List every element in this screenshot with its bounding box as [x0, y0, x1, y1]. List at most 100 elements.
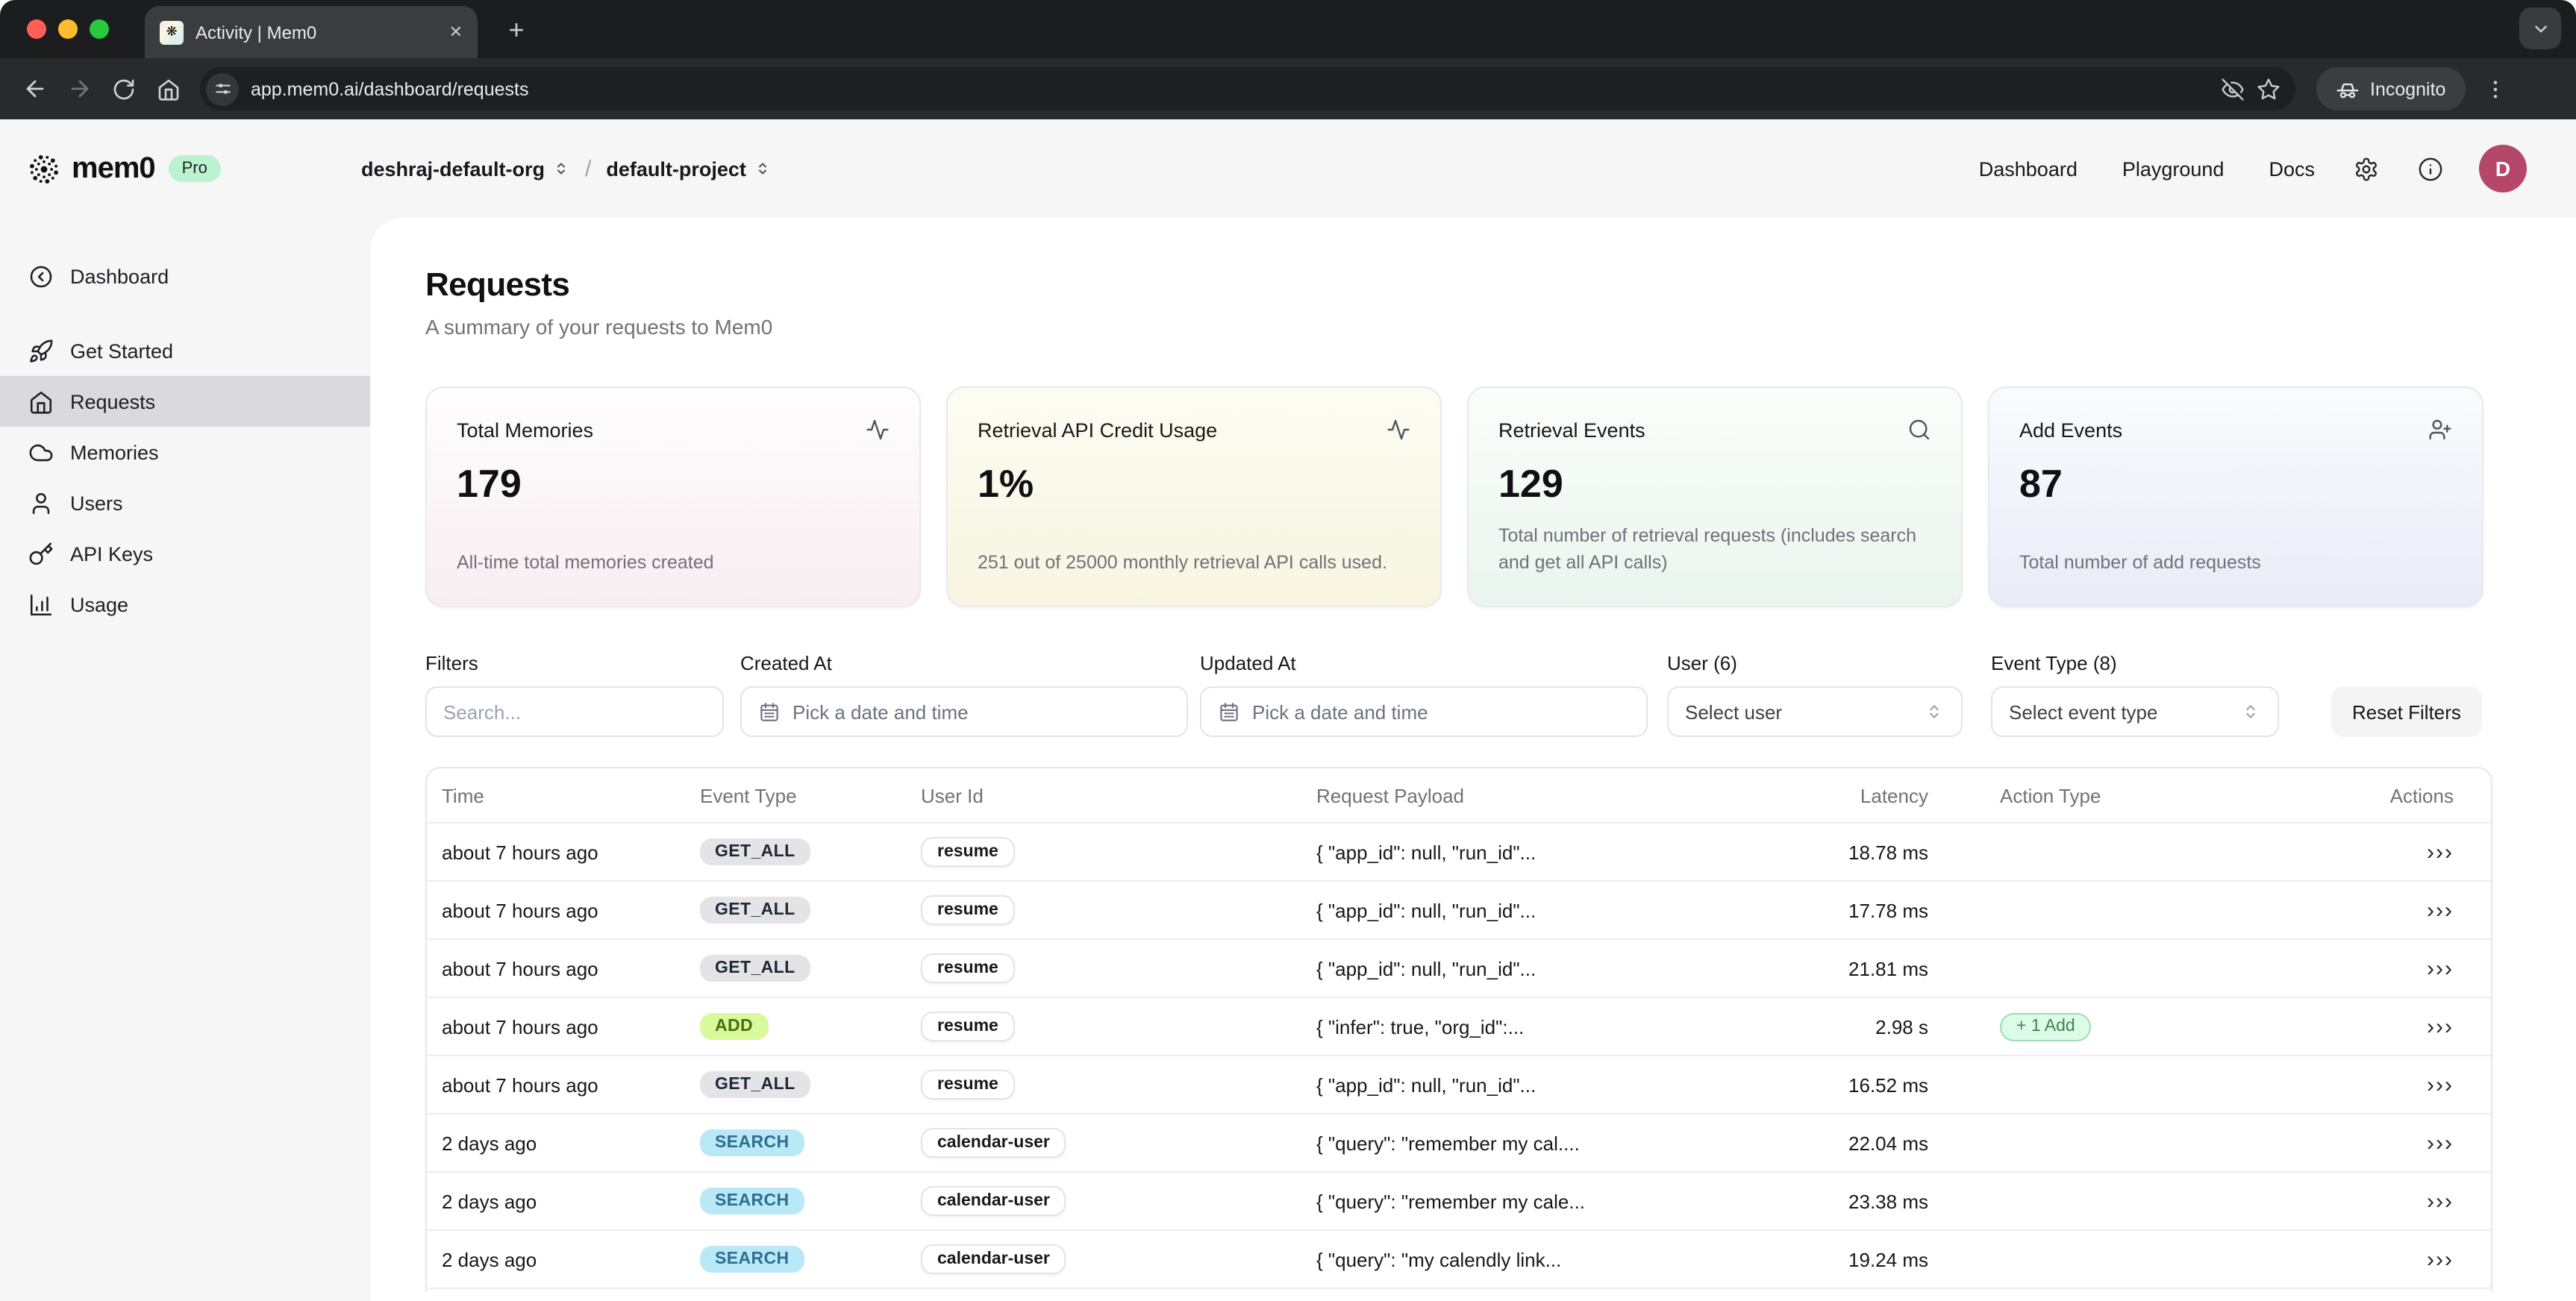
table-row[interactable]: about 7 hours ago GET_ALL resume { "app_… — [427, 880, 2491, 938]
user-select[interactable]: Select user — [1667, 686, 1963, 737]
column-request-payload: Request Payload — [1316, 784, 1465, 806]
browser-tab[interactable]: ❋ Activity | Mem0 ✕ — [145, 6, 478, 58]
sidebar-item-api-keys[interactable]: API Keys — [0, 528, 370, 579]
expand-row-icon[interactable]: ››› — [2427, 1072, 2454, 1097]
main-content: Requests A summary of your requests to M… — [370, 218, 2576, 1301]
cell-payload: { "infer": true, "org_id":... — [1316, 1015, 1525, 1038]
table-row[interactable]: 2 days ago SEARCH calendar-user { "query… — [427, 1229, 2491, 1288]
card-description: All-time total memories created — [457, 551, 714, 573]
card-value: 129 — [1498, 461, 1563, 506]
minimize-window-button[interactable] — [58, 19, 78, 39]
card-value: 87 — [2019, 461, 2063, 506]
zoom-window-button[interactable] — [90, 19, 109, 39]
cell-latency: 22.04 ms — [1848, 1132, 1928, 1154]
cell-time: about 7 hours ago — [442, 1015, 598, 1038]
user-id-badge: resume — [921, 895, 1015, 925]
card-title: Retrieval Events — [1498, 418, 1645, 441]
sidebar-item-usage[interactable]: Usage — [0, 579, 370, 630]
activity-icon — [866, 418, 890, 442]
eye-off-icon[interactable] — [2221, 77, 2245, 101]
filters-label: Filters — [425, 652, 478, 674]
expand-row-icon[interactable]: ››› — [2427, 1130, 2454, 1156]
reload-button[interactable] — [104, 69, 143, 108]
user-filter-group: User (6) Select user — [1667, 652, 1963, 737]
event-type-select[interactable]: Select event type — [1991, 686, 2279, 737]
reset-filters-button[interactable]: Reset Filters — [2331, 686, 2482, 737]
info-icon[interactable] — [2418, 156, 2443, 181]
forward-button[interactable] — [60, 69, 99, 108]
tab-search-button[interactable] — [2519, 7, 2561, 49]
cell-time: about 7 hours ago — [442, 957, 598, 979]
home-button[interactable] — [149, 69, 188, 108]
column-latency: Latency — [1860, 784, 1928, 806]
event-type-label: Event Type (8) — [1991, 652, 2117, 674]
incognito-label: Incognito — [2370, 78, 2446, 99]
sidebar-item-label: Memories — [70, 441, 159, 463]
column-actions: Actions — [2389, 784, 2454, 806]
table-row[interactable]: about 7 hours ago GET_ALL resume { "app_… — [427, 938, 2491, 997]
nav-dashboard-link[interactable]: Dashboard — [1978, 157, 2078, 180]
cell-latency: 18.78 ms — [1848, 841, 1928, 863]
nav-docs-link[interactable]: Docs — [2269, 157, 2315, 180]
bookmark-star-icon[interactable] — [2257, 77, 2280, 101]
event-type-badge: GET_ALL — [700, 897, 810, 924]
close-window-button[interactable] — [27, 19, 46, 39]
stat-cards: Total Memories 179 All-time total memori… — [425, 386, 2492, 607]
updated-at-label: Updated At — [1200, 652, 1296, 674]
url-text[interactable]: app.mem0.ai/dashboard/requests — [251, 78, 529, 99]
column-time: Time — [442, 784, 484, 806]
event-type-badge: SEARCH — [700, 1188, 804, 1214]
search-input[interactable] — [443, 700, 706, 723]
table-row[interactable]: about 7 hours ago GET_ALL resume { "app_… — [427, 822, 2491, 880]
brand[interactable]: mem0 Pro — [27, 151, 221, 186]
user-icon — [28, 490, 54, 515]
cell-latency: 21.81 ms — [1848, 957, 1928, 979]
window-controls[interactable] — [27, 19, 109, 39]
updated-at-picker[interactable]: Pick a date and time — [1200, 686, 1648, 737]
gear-icon[interactable] — [2354, 156, 2379, 181]
project-selector[interactable]: default-project — [606, 157, 772, 180]
user-avatar[interactable]: D — [2479, 145, 2527, 192]
project-name: default-project — [606, 157, 746, 180]
nav-playground-link[interactable]: Playground — [2122, 157, 2225, 180]
card-retrieval-credit-usage: Retrieval API Credit Usage 1% 251 out of… — [946, 386, 1442, 607]
tab-close-icon[interactable]: ✕ — [448, 24, 463, 42]
expand-row-icon[interactable]: ››› — [2427, 897, 2454, 923]
table-row-cut-off — [427, 1288, 2491, 1292]
sidebar-item-dashboard[interactable]: Dashboard — [0, 251, 370, 301]
back-button[interactable] — [15, 69, 54, 108]
expand-row-icon[interactable]: ››› — [2427, 1247, 2454, 1272]
page-title: Requests — [425, 266, 570, 303]
column-user-id: User Id — [921, 784, 984, 806]
chevron-up-down-icon — [557, 163, 566, 175]
user-id-badge: calendar-user — [921, 1186, 1066, 1216]
cell-payload: { "app_id": null, "run_id"... — [1316, 957, 1536, 979]
table-header-row: Time Event Type User Id Request Payload … — [427, 768, 2491, 822]
sidebar-item-users[interactable]: Users — [0, 477, 370, 528]
cell-latency: 16.52 ms — [1848, 1073, 1928, 1096]
user-id-badge: resume — [921, 837, 1015, 867]
expand-row-icon[interactable]: ››› — [2427, 1014, 2454, 1039]
sidebar-item-requests[interactable]: Requests — [0, 376, 370, 427]
browser-menu-icon[interactable] — [2483, 77, 2507, 101]
updated-at-filter-group: Updated At Pick a date and time — [1200, 652, 1648, 737]
site-settings-icon[interactable] — [206, 72, 239, 105]
user-id-badge: resume — [921, 1012, 1015, 1041]
sidebar-item-get-started[interactable]: Get Started — [0, 325, 370, 376]
table-row[interactable]: about 7 hours ago ADD resume { "infer": … — [427, 997, 2491, 1055]
table-row[interactable]: about 7 hours ago GET_ALL resume { "app_… — [427, 1055, 2491, 1113]
table-row[interactable]: 2 days ago SEARCH calendar-user { "query… — [427, 1113, 2491, 1171]
sidebar-item-label: Dashboard — [70, 265, 169, 287]
org-selector[interactable]: deshraj-default-org — [361, 157, 570, 180]
table-row[interactable]: 2 days ago SEARCH calendar-user { "query… — [427, 1171, 2491, 1229]
address-bar[interactable]: app.mem0.ai/dashboard/requests — [200, 67, 2295, 110]
expand-row-icon[interactable]: ››› — [2427, 956, 2454, 981]
expand-row-icon[interactable]: ››› — [2427, 839, 2454, 865]
cell-latency: 23.38 ms — [1848, 1190, 1928, 1212]
expand-row-icon[interactable]: ››› — [2427, 1188, 2454, 1214]
sidebar-item-memories[interactable]: Memories — [0, 427, 370, 477]
new-tab-button[interactable]: + — [508, 14, 525, 44]
created-at-picker[interactable]: Pick a date and time — [740, 686, 1188, 737]
date-placeholder: Pick a date and time — [793, 700, 969, 723]
